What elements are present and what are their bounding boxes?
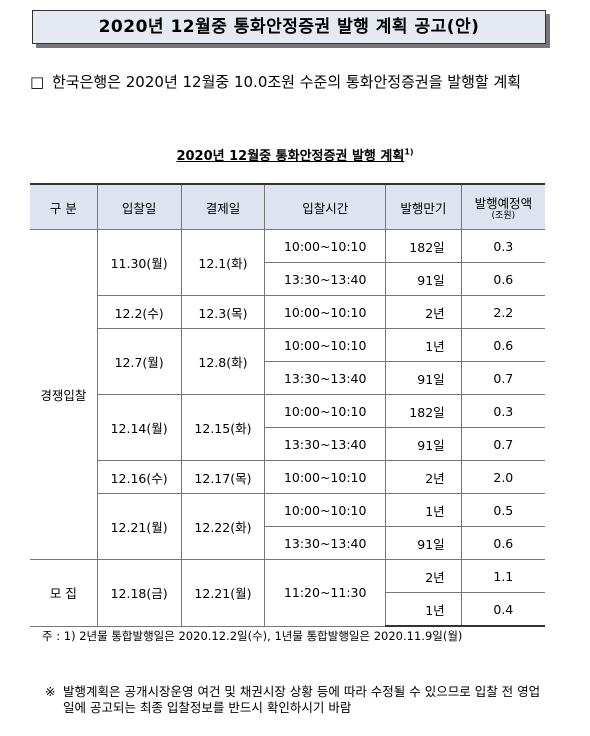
- column-header: 발행예정액 (조원): [460, 183, 545, 230]
- auction-time: 10:00~10:10: [264, 394, 387, 428]
- auction-time: 10:00~10:10: [264, 460, 387, 494]
- table-row: 12.16(수) 12.17(목) 10:00~10:10 2년 2.0: [30, 460, 545, 494]
- table-row: 12.2(수) 12.3(목) 10:00~10:10 2년 2.2: [30, 295, 545, 329]
- auction-time: 10:00~10:10: [264, 328, 387, 362]
- table-body: 경쟁입찰 11.30(월) 12.1(화) 10:00~10:10 182일 0.3 13:…: [30, 229, 545, 627]
- auction-date: 12.2(수): [97, 295, 182, 329]
- table-row: 12.14(월) 12.15(화) 10:00~10:10 182일 0.3: [30, 394, 545, 461]
- amount: 1.1: [460, 559, 545, 593]
- amount-unit: (조원): [491, 211, 516, 221]
- auction-date: 12.16(수): [97, 460, 182, 494]
- settlement-date: 12.3(목): [180, 295, 266, 329]
- maturity: 1년: [385, 592, 462, 627]
- auction-date: 11.30(월): [96, 229, 182, 296]
- table-row: 12.21(월) 12.22(화) 10:00~10:10 1년 0.5: [30, 493, 545, 560]
- table-title: 2020년 12월중 통화안정증권 발행 계획1): [0, 145, 590, 164]
- maturity: 91일: [385, 262, 462, 296]
- maturity: 91일: [385, 526, 462, 560]
- auction-time: 13:30~13:40: [264, 526, 387, 560]
- settlement-date: 12.21(월): [180, 559, 266, 627]
- column-header: 입찰시간: [264, 183, 387, 230]
- auction-time: 13:30~13:40: [264, 262, 387, 296]
- auction-time: 10:00~10:10: [264, 229, 387, 263]
- caution: ※ 발행계획은 공개시장운영 여건 및 채권시장 상황 등에 따라 수정될 수 …: [45, 684, 550, 716]
- summary: □ 한국은행은 2020년 12월중 10.0조원 수준의 통화안정증권을 발행…: [30, 70, 550, 94]
- auction-time: 11:20~11:30: [264, 559, 387, 627]
- amount: 0.7: [460, 427, 545, 461]
- table-row: 12.7(월) 12.8(화) 10:00~10:10 1년 0.6: [30, 328, 545, 395]
- amount: 0.3: [460, 229, 545, 263]
- auction-date: 12.18(금): [96, 559, 182, 627]
- settlement-date: 12.1(화): [180, 229, 266, 296]
- auction-date: 12.21(월): [97, 493, 182, 560]
- settlement-date: 12.17(목): [180, 460, 266, 494]
- amount: 0.6: [460, 262, 545, 296]
- settlement-date: 12.15(화): [180, 394, 266, 461]
- table-row: 모 집 12.18(금) 12.21(월) 11:20~11:30 2년 1.1: [30, 559, 545, 627]
- column-header: 입찰일: [96, 183, 182, 230]
- table-row: 경쟁입찰 11.30(월) 12.1(화) 10:00~10:10 182일 0.3: [30, 229, 545, 560]
- header-row: 구 분 입찰일 결제일 입찰시간 발행만기 발행예정액 (조원): [30, 183, 545, 230]
- column-header: 발행만기: [385, 183, 462, 230]
- amount: 0.6: [460, 328, 545, 362]
- table-row: 13:30~13:40 91일 0.6: [30, 262, 545, 296]
- caution-text: 발행계획은 공개시장운영 여건 및 채권시장 상황 등에 따라 수정될 수 있으…: [63, 684, 541, 715]
- title: 2020년 12월중 통화안정증권 발행 계획 공고(안): [32, 10, 546, 44]
- maturity: 2년: [385, 295, 462, 329]
- table-row: 1년 0.4: [30, 592, 545, 627]
- column-header: 구 분: [30, 183, 98, 230]
- settlement-date: 12.22(화): [180, 493, 266, 560]
- auction-time: 13:30~13:40: [264, 361, 387, 395]
- amount: 0.3: [460, 394, 545, 428]
- caution-mark: ※: [45, 684, 56, 699]
- auction-date: 12.7(월): [97, 328, 182, 395]
- schedule-table: 구 분 입찰일 결제일 입찰시간 발행만기 발행예정액 (조원) 경쟁입찰 11.30(월) 1…: [30, 183, 545, 627]
- amount: 0.6: [460, 526, 545, 560]
- table-row: 13:30~13:40 91일 0.6: [30, 526, 545, 560]
- maturity: 91일: [385, 427, 462, 461]
- auction-date: 12.14(월): [97, 394, 182, 461]
- auction-time: 10:00~10:10: [264, 493, 387, 527]
- settlement-date: 12.8(화): [180, 328, 266, 395]
- footnote: 주 : 1) 2년물 통합발행일은 2020.12.2일(수), 1년물 통합발…: [42, 629, 463, 643]
- table-head: 구 분 입찰일 결제일 입찰시간 발행만기 발행예정액 (조원): [30, 183, 545, 230]
- maturity: 2년: [385, 460, 462, 494]
- amount: 2.0: [460, 460, 545, 494]
- group-label: 경쟁입찰: [30, 229, 98, 560]
- table-title-text: 2020년 12월중 통화안정증권 발행 계획: [176, 149, 405, 164]
- maturity: 1년: [385, 328, 462, 362]
- auction-time: 13:30~13:40: [264, 427, 387, 461]
- maturity: 1년: [385, 493, 462, 527]
- maturity: 91일: [385, 361, 462, 395]
- column-header: 결제일: [180, 183, 266, 230]
- auction-time: 10:00~10:10: [264, 295, 387, 329]
- amount: 0.5: [460, 493, 545, 527]
- table-title-note: 1): [404, 147, 414, 157]
- maturity: 182일: [385, 394, 462, 428]
- bullet: □: [30, 73, 45, 91]
- maturity: 182일: [385, 229, 462, 263]
- amount: 2.2: [460, 295, 545, 329]
- summary-text: 한국은행은 2020년 12월중 10.0조원 수준의 통화안정증권을 발행할 …: [52, 73, 522, 91]
- amount: 0.4: [460, 592, 545, 627]
- group-label: 모 집: [30, 559, 98, 627]
- amount: 0.7: [460, 361, 545, 395]
- maturity: 2년: [385, 559, 462, 593]
- table-row: 13:30~13:40 91일 0.7: [30, 361, 545, 395]
